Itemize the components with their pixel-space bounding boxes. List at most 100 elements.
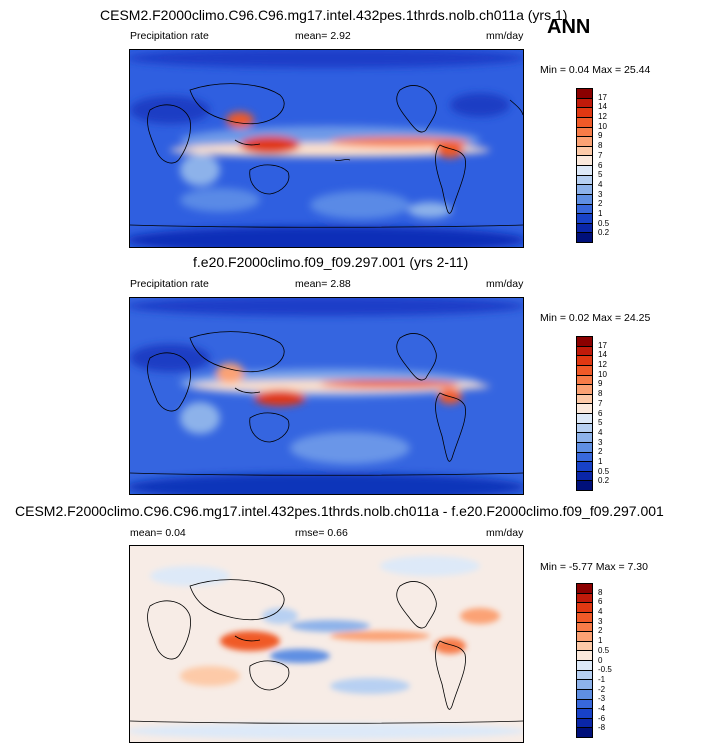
colorbar-tick-label: 6 — [598, 408, 603, 418]
colorbar-swatch — [577, 166, 592, 176]
colorbar-tick-label: 0.5 — [598, 645, 610, 655]
colorbar-swatch — [577, 481, 592, 490]
colorbar-tick-label: 0.2 — [598, 228, 610, 238]
panel1-colorbar-labels: 17 14 12 10 9 8 7 6 5 4 3 2 1 0.5 0.2 — [598, 88, 638, 243]
colorbar-tick-label: 4 — [598, 179, 603, 189]
colorbar-tick-label: 7 — [598, 150, 603, 160]
colorbar-tick-label: 7 — [598, 398, 603, 408]
colorbar-swatch — [577, 404, 592, 414]
panel1-minmax: Min = 0.04 Max = 25.44 — [540, 64, 651, 76]
colorbar-swatch — [577, 137, 592, 147]
colorbar-swatch — [577, 471, 592, 482]
panel1-mean: mean= 2.92 — [295, 30, 351, 42]
colorbar-tick-label: 9 — [598, 379, 603, 389]
colorbar-tick-label: 8 — [598, 587, 603, 597]
colorbar-tick-label: 12 — [598, 112, 607, 122]
panel2-variable-label: Precipitation rate — [130, 278, 209, 290]
panel3-colorbar — [576, 583, 593, 738]
colorbar-tick-label: -1 — [598, 674, 606, 684]
panel2-colorbar — [576, 336, 593, 491]
panel2-mean: mean= 2.88 — [295, 278, 351, 290]
colorbar-swatch — [577, 337, 592, 347]
season-label: ANN — [547, 16, 591, 38]
colorbar-tick-label: 1 — [598, 208, 603, 218]
colorbar-tick-label: 17 — [598, 340, 607, 350]
colorbar-tick-label: -3 — [598, 694, 606, 704]
colorbar-swatch — [577, 632, 592, 642]
panel3-title: CESM2.F2000climo.C96.C96.mg17.intel.432p… — [15, 503, 664, 519]
colorbar-tick-label: 0.2 — [598, 476, 610, 486]
colorbar-tick-label: 5 — [598, 418, 603, 428]
colorbar-swatch — [577, 661, 592, 671]
panel3-rmse: rmse= 0.66 — [295, 527, 348, 539]
colorbar-tick-label: 6 — [598, 160, 603, 170]
colorbar-tick-label: 12 — [598, 360, 607, 370]
colorbar-swatch — [577, 204, 592, 215]
panel3-minmax: Min = -5.77 Max = 7.30 — [540, 561, 648, 573]
panel3-units: mm/day — [486, 527, 524, 539]
colorbar-swatch — [577, 356, 592, 366]
colorbar-swatch — [577, 584, 592, 594]
colorbar-swatch — [577, 462, 592, 472]
colorbar-swatch — [577, 680, 592, 690]
colorbar-tick-label: 6 — [598, 597, 603, 607]
colorbar-swatch — [577, 223, 592, 234]
colorbar-swatch — [577, 194, 592, 205]
colorbar-swatch — [577, 146, 592, 157]
colorbar-swatch — [577, 214, 592, 224]
panel1-colorbar — [576, 88, 593, 243]
colorbar-tick-label: 17 — [598, 92, 607, 102]
panel2-title: f.e20.F2000climo.f09_f09.297.001 (yrs 2-… — [193, 254, 469, 270]
colorbar-tick-label: -4 — [598, 703, 606, 713]
colorbar-swatch — [577, 108, 592, 118]
colorbar-swatch — [577, 728, 592, 737]
colorbar-swatch — [577, 689, 592, 700]
colorbar-tick-label: 1 — [598, 456, 603, 466]
colorbar-tick-label: 0.5 — [598, 218, 610, 228]
colorbar-tick-label: 4 — [598, 607, 603, 617]
colorbar-tick-label: 2 — [598, 447, 603, 457]
colorbar-swatch — [577, 670, 592, 681]
colorbar-tick-label: 8 — [598, 141, 603, 151]
colorbar-swatch — [577, 442, 592, 453]
colorbar-swatch — [577, 718, 592, 729]
colorbar-swatch — [577, 156, 592, 166]
colorbar-swatch — [577, 709, 592, 719]
panel1-variable-label: Precipitation rate — [130, 30, 209, 42]
colorbar-swatch — [577, 593, 592, 604]
colorbar-tick-label: 3 — [598, 616, 603, 626]
colorbar-swatch — [577, 185, 592, 195]
colorbar-swatch — [577, 622, 592, 633]
panel1-map — [129, 49, 524, 248]
colorbar-swatch — [577, 233, 592, 242]
colorbar-swatch — [577, 603, 592, 613]
colorbar-tick-label: 2 — [598, 199, 603, 209]
colorbar-swatch — [577, 394, 592, 405]
colorbar-swatch — [577, 452, 592, 463]
colorbar-swatch — [577, 433, 592, 443]
colorbar-tick-label: 10 — [598, 121, 607, 131]
panel1-title: CESM2.F2000climo.C96.C96.mg17.intel.432p… — [100, 7, 568, 23]
panel2-minmax: Min = 0.02 Max = 24.25 — [540, 312, 651, 324]
colorbar-tick-label: 4 — [598, 427, 603, 437]
colorbar-tick-label: 3 — [598, 437, 603, 447]
colorbar-tick-label: 8 — [598, 389, 603, 399]
colorbar-tick-label: -6 — [598, 713, 606, 723]
colorbar-swatch — [577, 98, 592, 109]
colorbar-swatch — [577, 651, 592, 661]
colorbar-tick-label: 14 — [598, 350, 607, 360]
colorbar-tick-label: 2 — [598, 626, 603, 636]
panel3-mean: mean= 0.04 — [130, 527, 186, 539]
colorbar-tick-label: 5 — [598, 170, 603, 180]
colorbar-swatch — [577, 414, 592, 424]
panel3-map — [129, 545, 524, 743]
colorbar-tick-label: 3 — [598, 189, 603, 199]
colorbar-tick-label: -2 — [598, 684, 606, 694]
colorbar-swatch — [577, 612, 592, 623]
colorbar-tick-label: 9 — [598, 131, 603, 141]
colorbar-tick-label: 10 — [598, 369, 607, 379]
colorbar-swatch — [577, 346, 592, 357]
colorbar-swatch — [577, 89, 592, 99]
colorbar-swatch — [577, 127, 592, 138]
colorbar-tick-label: 0.5 — [598, 466, 610, 476]
